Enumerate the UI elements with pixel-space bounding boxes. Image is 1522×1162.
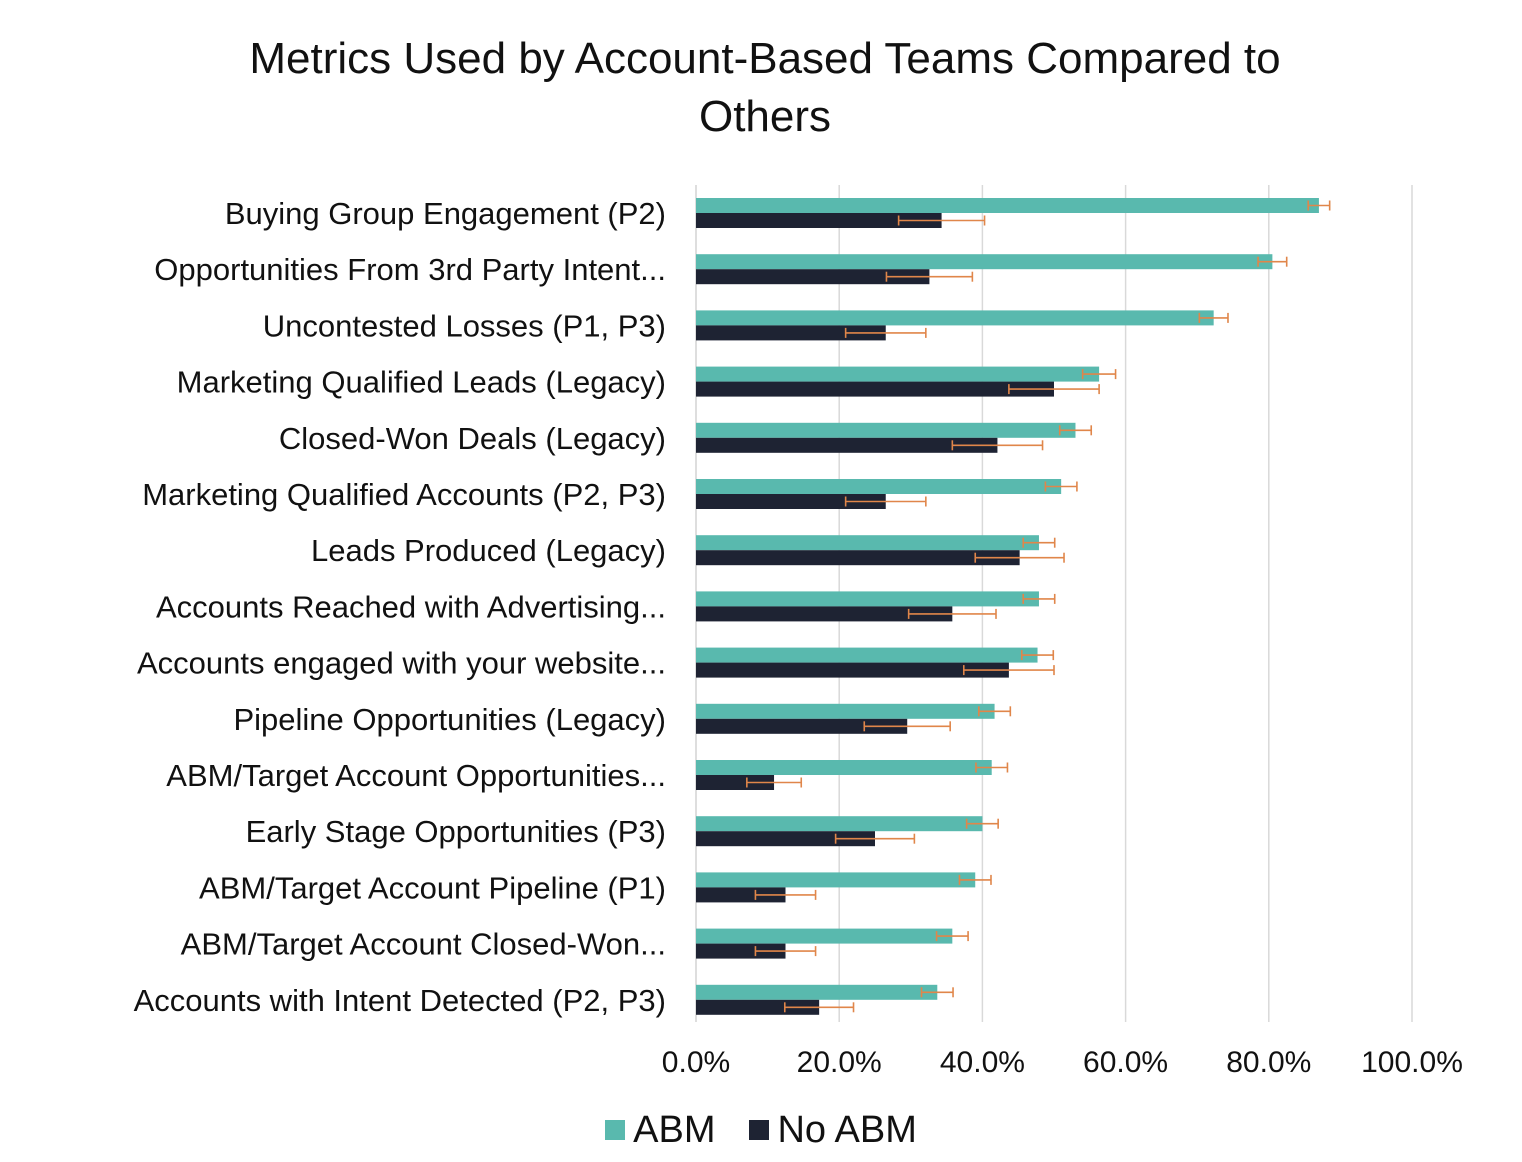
- bar-abm: [696, 703, 995, 719]
- bar-abm: [696, 984, 938, 1000]
- bar-no-abm: [696, 269, 930, 285]
- bar-chart: Buying Group Engagement (P2) Opportunitie…: [134, 185, 1463, 1079]
- legend-swatch-no-abm: [749, 1120, 770, 1140]
- bar-no-abm: [696, 831, 875, 847]
- x-tick-label: 100.0%: [1361, 1046, 1463, 1079]
- category-label: Buying Group Engagement (P2): [225, 196, 666, 231]
- bar-no-abm: [696, 381, 1054, 397]
- bar-no-abm: [696, 494, 886, 509]
- bar-no-abm: [696, 325, 886, 341]
- bar-abm: [696, 872, 976, 888]
- error-bar-abm: [1081, 369, 1117, 380]
- error-bar-no-abm: [974, 552, 1065, 563]
- error-bar-abm: [935, 931, 969, 942]
- legend-label-no-abm: No ABM: [777, 1109, 917, 1151]
- error-bar-no-abm: [962, 665, 1055, 676]
- error-bar-abm: [1022, 537, 1056, 548]
- legend-swatch-abm: [605, 1120, 626, 1140]
- error-bar-no-abm: [907, 608, 997, 619]
- bar-abm: [696, 760, 992, 775]
- legend: ABM No ABM: [0, 1106, 1522, 1154]
- error-bar-no-abm: [754, 946, 817, 957]
- error-bar-no-abm: [783, 1002, 855, 1013]
- error-bar-abm: [1198, 312, 1229, 323]
- bar-no-abm: [696, 718, 908, 734]
- category-label: ABM/Target Account Opportunities...: [166, 758, 666, 793]
- category-label: ABM/Target Account Closed-Won...: [181, 927, 666, 962]
- bar-abm: [696, 816, 983, 832]
- category-label: Early Stage Opportunities (P3): [246, 814, 666, 849]
- bar-abm: [696, 254, 1273, 270]
- category-label: Marketing Qualified Accounts (P2, P3): [142, 477, 666, 512]
- x-tick-label: 0.0%: [662, 1046, 730, 1079]
- error-bar-no-abm: [834, 833, 916, 844]
- bar-abm: [696, 479, 1062, 494]
- error-bar-abm: [958, 874, 992, 885]
- error-bars: [746, 200, 1331, 1013]
- chart-title-line-1: Metrics Used by Account-Based Teams Comp…: [249, 34, 1281, 83]
- category-labels: Buying Group Engagement (P2) Opportunitie…: [134, 196, 666, 1018]
- bar-abm: [696, 366, 1100, 382]
- bar-abm: [696, 422, 1076, 438]
- error-bar-no-abm: [844, 496, 927, 507]
- chart-title-line-2: Others: [698, 92, 832, 141]
- category-label: Accounts with Intent Detected (P2, P3): [134, 983, 666, 1018]
- error-bar-abm: [1307, 200, 1331, 211]
- error-bar-abm: [975, 762, 1009, 773]
- error-bar-no-abm: [1008, 384, 1100, 395]
- legend-item-abm: ABM: [605, 1106, 715, 1154]
- bar-no-abm: [696, 943, 786, 959]
- bar-no-abm: [696, 662, 1009, 678]
- error-bar-abm: [1058, 425, 1093, 436]
- error-bar-abm: [1020, 650, 1055, 661]
- category-label: Pipeline Opportunities (Legacy): [233, 702, 666, 737]
- bars: [696, 198, 1319, 1015]
- bar-no-abm: [696, 999, 820, 1015]
- error-bar-no-abm: [746, 777, 803, 788]
- bar-abm: [696, 591, 1039, 607]
- bar-abm: [696, 535, 1039, 551]
- bar-no-abm: [696, 213, 942, 228]
- x-tick-label: 80.0%: [1226, 1046, 1311, 1079]
- error-bar-no-abm: [951, 440, 1044, 451]
- x-axis-tick-labels: 0.0% 20.0% 40.0% 60.0% 80.0% 100.0%: [662, 1046, 1463, 1079]
- error-bar-no-abm: [844, 327, 927, 338]
- error-bar-no-abm: [897, 215, 986, 226]
- bar-abm: [696, 928, 953, 944]
- legend-item-no-abm: No ABM: [749, 1106, 917, 1154]
- bar-abm: [696, 198, 1319, 213]
- error-bar-abm: [920, 987, 954, 998]
- bar-abm: [696, 647, 1038, 663]
- error-bar-no-abm: [754, 889, 817, 900]
- error-bar-abm: [1022, 593, 1056, 604]
- bar-no-abm: [696, 775, 775, 790]
- bar-abm: [696, 310, 1214, 326]
- category-label: ABM/Target Account Pipeline (P1): [199, 870, 666, 905]
- x-tick-label: 60.0%: [1083, 1046, 1168, 1079]
- x-tick-label: 20.0%: [797, 1046, 882, 1079]
- category-label: Closed-Won Deals (Legacy): [279, 421, 666, 456]
- error-bar-no-abm: [863, 721, 951, 732]
- bar-no-abm: [696, 437, 998, 453]
- category-label: Opportunities From 3rd Party Intent...: [154, 252, 666, 287]
- error-bar-abm: [1257, 256, 1288, 267]
- category-label: Accounts Reached with Advertising...: [156, 589, 666, 624]
- x-tick-label: 40.0%: [940, 1046, 1025, 1079]
- bar-no-abm: [696, 550, 1020, 566]
- error-bar-abm: [978, 706, 1012, 717]
- bar-no-abm: [696, 606, 953, 622]
- legend-label-abm: ABM: [633, 1109, 716, 1151]
- error-bar-no-abm: [885, 271, 974, 282]
- error-bar-abm: [1044, 481, 1078, 492]
- category-label: Accounts engaged with your website...: [137, 646, 666, 681]
- bar-no-abm: [696, 887, 786, 903]
- category-label: Uncontested Losses (P1, P3): [263, 308, 666, 343]
- category-label: Marketing Qualified Leads (Legacy): [177, 365, 666, 400]
- error-bar-abm: [965, 818, 999, 829]
- category-label: Leads Produced (Legacy): [311, 533, 666, 568]
- chart-title: Metrics Used by Account-Based Teams Comp…: [0, 30, 1522, 146]
